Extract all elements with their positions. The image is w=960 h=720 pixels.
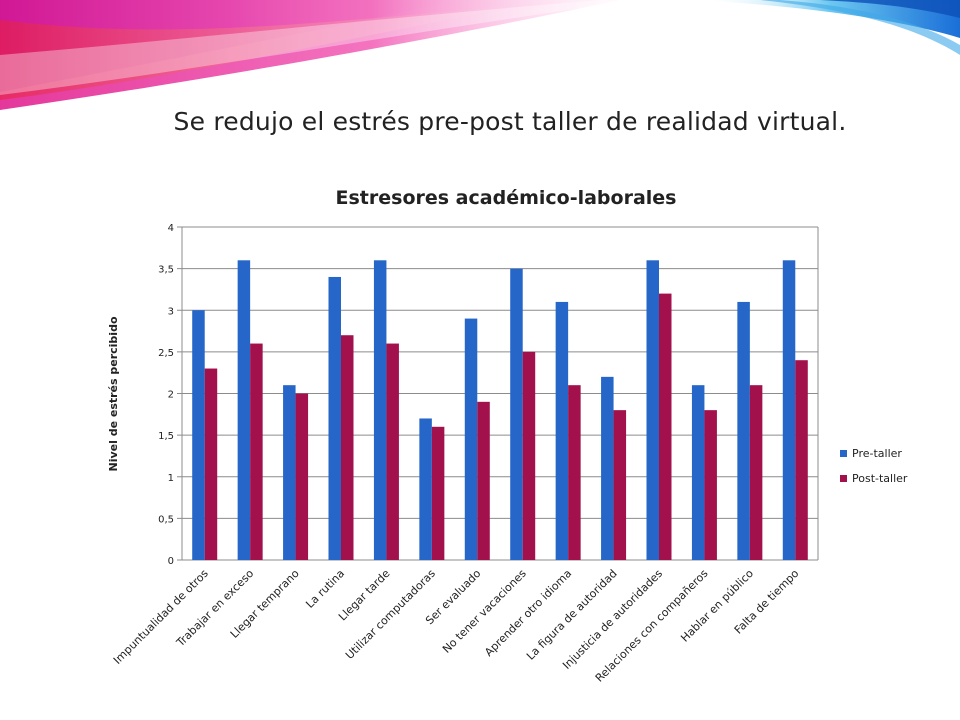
bar-pre <box>373 260 387 560</box>
bar-post <box>250 343 263 560</box>
legend: Pre-taller Post-taller <box>840 447 908 485</box>
bar-post <box>204 368 218 560</box>
bar-post <box>704 410 717 560</box>
bar-post <box>613 410 627 560</box>
y-axis-label: Nivel de estrés percibido <box>107 316 120 471</box>
bar-pre <box>237 260 251 560</box>
bar-pre <box>782 260 796 560</box>
y-tick-label: 1,5 <box>158 431 174 442</box>
bar-pre <box>601 376 614 560</box>
y-tick-label: 2 <box>168 390 174 401</box>
legend-label: Post-taller <box>852 472 908 485</box>
bar-pre <box>646 260 659 560</box>
bar-pre <box>192 310 205 560</box>
bars <box>192 260 808 560</box>
x-tick-label: Utilizar computadoras <box>343 567 438 662</box>
bar-pre <box>283 385 296 560</box>
bar-post <box>522 351 536 560</box>
legend-swatch <box>840 475 847 482</box>
bar-post <box>431 426 445 560</box>
bar-pre <box>464 318 478 560</box>
x-tick-label: La figura de autoridad <box>524 567 620 663</box>
y-tick-label: 2,5 <box>158 348 174 359</box>
bar-pre <box>328 276 341 560</box>
grid-lines <box>177 226 819 561</box>
bar-pre <box>510 268 523 560</box>
decorative-banner <box>0 0 960 110</box>
chart-title: Estresores académico-laborales <box>336 187 677 209</box>
bar-post <box>749 385 763 560</box>
bar-post <box>795 360 808 560</box>
slide-headline: Se redujo el estrés pre-post taller de r… <box>173 107 847 136</box>
y-tick-labels: 0 0,5 1 1,5 2 2,5 3 3,5 4 <box>158 223 174 567</box>
x-tick-label: La rutina <box>303 567 347 611</box>
bar-pre <box>555 301 569 560</box>
bar-post <box>295 393 309 560</box>
bar-post <box>477 401 490 560</box>
bar-post <box>659 293 672 560</box>
bar-pre <box>737 301 750 560</box>
bar-post <box>341 335 354 560</box>
x-tick-label: Trabajar en exceso <box>173 567 256 650</box>
bar-post <box>386 343 399 560</box>
y-tick-label: 3,5 <box>158 265 174 276</box>
bar-pre <box>419 418 432 560</box>
x-tick-label: No tener vacaciones <box>440 567 529 656</box>
bar-post <box>568 385 581 560</box>
y-tick-label: 1 <box>168 473 174 484</box>
legend-swatch <box>840 450 847 457</box>
x-tick-label: Aprender otro idioma <box>482 567 574 659</box>
bar-pre <box>691 385 705 560</box>
y-tick-label: 0 <box>168 556 174 567</box>
legend-label: Pre-taller <box>852 447 902 460</box>
y-tick-label: 3 <box>168 306 174 317</box>
y-tick-label: 4 <box>168 223 174 234</box>
y-tick-label: 0,5 <box>158 514 174 525</box>
